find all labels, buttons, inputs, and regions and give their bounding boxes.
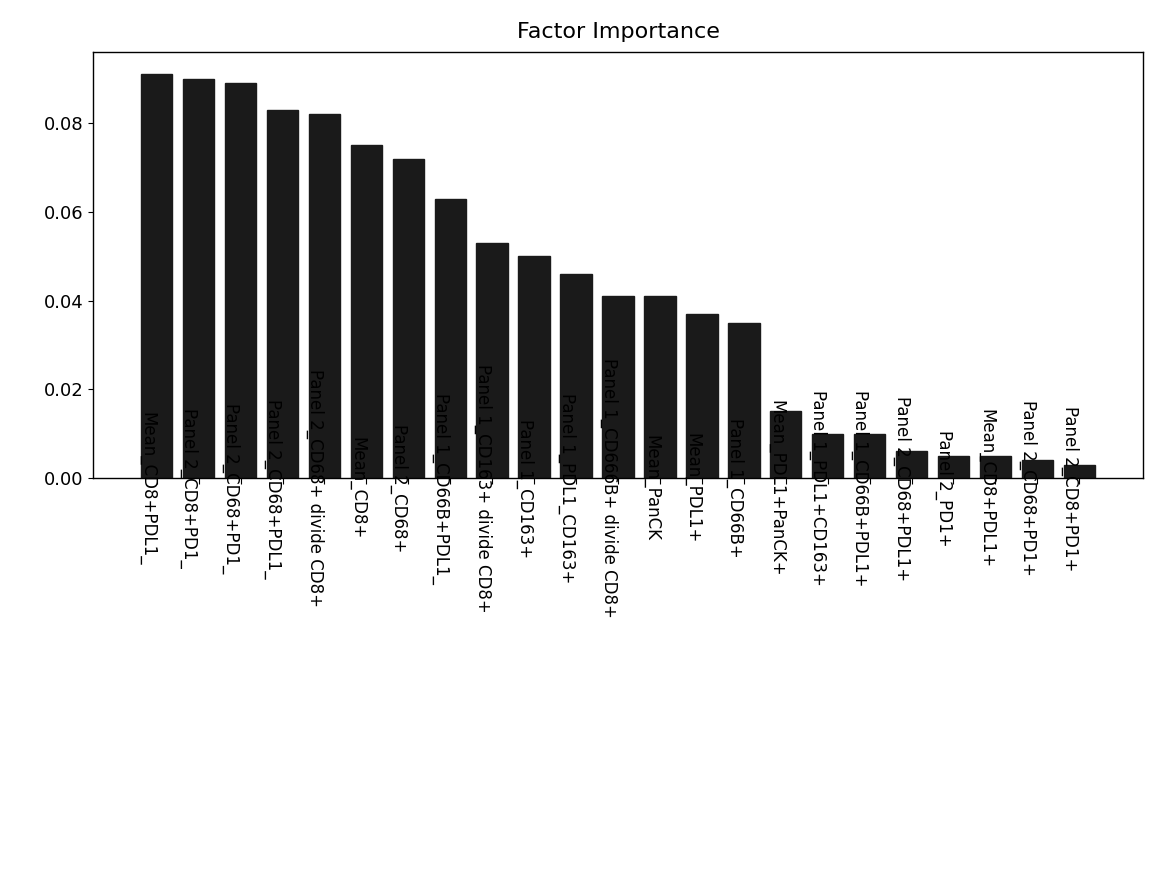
Bar: [979, 455, 1011, 478]
Title: Factor Importance: Factor Importance: [517, 23, 719, 43]
Bar: [141, 75, 173, 478]
Bar: [895, 451, 927, 478]
Bar: [183, 79, 215, 478]
Bar: [686, 314, 717, 478]
Bar: [393, 159, 424, 478]
Bar: [351, 145, 382, 478]
Bar: [519, 256, 550, 478]
Bar: [644, 296, 675, 478]
Bar: [937, 455, 969, 478]
Bar: [603, 296, 633, 478]
Bar: [1021, 461, 1053, 478]
Bar: [225, 83, 257, 478]
Bar: [435, 198, 466, 478]
Bar: [477, 242, 508, 478]
Bar: [812, 434, 843, 478]
Bar: [1063, 465, 1095, 478]
Bar: [267, 109, 298, 478]
Bar: [309, 114, 340, 478]
Bar: [561, 274, 592, 478]
Bar: [770, 411, 801, 478]
Bar: [854, 434, 885, 478]
Bar: [728, 322, 759, 478]
